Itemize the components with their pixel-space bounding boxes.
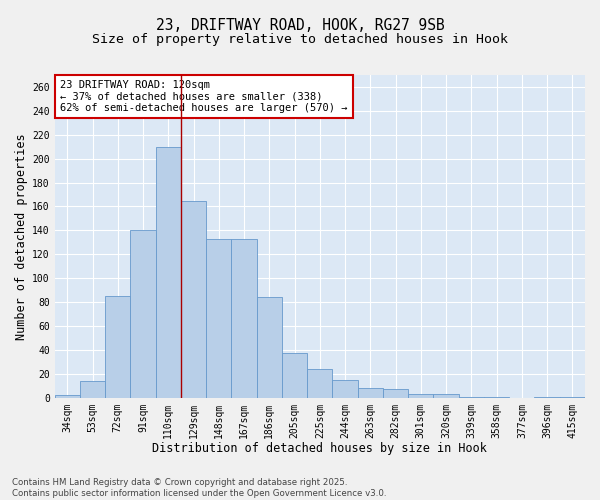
- Bar: [383, 390, 408, 398]
- Bar: [55, 396, 80, 398]
- Bar: [232, 239, 257, 398]
- Text: Contains HM Land Registry data © Crown copyright and database right 2025.
Contai: Contains HM Land Registry data © Crown c…: [12, 478, 386, 498]
- Bar: [155, 146, 181, 398]
- Bar: [307, 369, 332, 398]
- Bar: [332, 380, 358, 398]
- Bar: [459, 396, 484, 398]
- Y-axis label: Number of detached properties: Number of detached properties: [15, 133, 28, 340]
- Bar: [105, 296, 130, 398]
- Text: 23 DRIFTWAY ROAD: 120sqm
← 37% of detached houses are smaller (338)
62% of semi-: 23 DRIFTWAY ROAD: 120sqm ← 37% of detach…: [60, 80, 347, 113]
- Text: 23, DRIFTWAY ROAD, HOOK, RG27 9SB: 23, DRIFTWAY ROAD, HOOK, RG27 9SB: [155, 18, 445, 32]
- Bar: [80, 381, 105, 398]
- Bar: [560, 396, 585, 398]
- Bar: [433, 394, 459, 398]
- Bar: [130, 230, 155, 398]
- Bar: [535, 396, 560, 398]
- Bar: [282, 354, 307, 398]
- Bar: [257, 298, 282, 398]
- Text: Size of property relative to detached houses in Hook: Size of property relative to detached ho…: [92, 32, 508, 46]
- Bar: [484, 396, 509, 398]
- Bar: [358, 388, 383, 398]
- Bar: [181, 200, 206, 398]
- Bar: [206, 239, 232, 398]
- X-axis label: Distribution of detached houses by size in Hook: Distribution of detached houses by size …: [152, 442, 487, 455]
- Bar: [408, 394, 433, 398]
